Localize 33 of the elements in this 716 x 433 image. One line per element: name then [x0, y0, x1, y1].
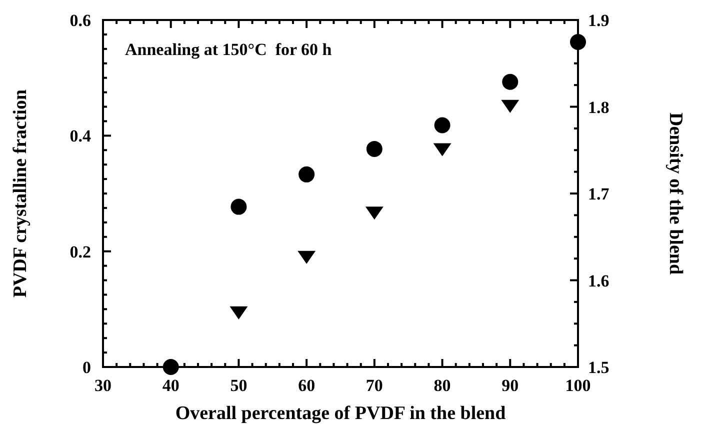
point [230, 306, 248, 320]
y2-tick-label: 1.8 [588, 98, 610, 117]
x-tick-label: 100 [565, 376, 591, 395]
point [570, 34, 586, 50]
y2-tick-label: 1.9 [588, 11, 610, 30]
y2-tick-label: 1.6 [588, 271, 610, 290]
x-tick-label: 50 [230, 376, 248, 395]
point [501, 100, 520, 113]
y2-tick-label: 1.5 [588, 358, 610, 377]
x-tick-label: 90 [502, 376, 519, 395]
y-axis-title: PVDF crystalline fraction [10, 88, 31, 298]
x-tick-label: 70 [366, 376, 383, 395]
point [366, 140, 382, 157]
y2-axis-title: Density of the blend [665, 112, 686, 275]
x-tick-label: 60 [298, 376, 316, 395]
point [434, 117, 450, 134]
x-tick-label: 30 [94, 376, 112, 395]
point [365, 206, 384, 220]
x-axis-title: Overall percentage of PVDF in the blend [175, 403, 506, 424]
point [298, 250, 316, 264]
y2-tick-label: 1.7 [588, 184, 610, 204]
point [162, 359, 179, 375]
y-tick-label: 0.2 [70, 242, 91, 262]
y-tick-label: 0.4 [70, 126, 92, 146]
y-tick-label: 0.6 [70, 11, 91, 30]
x-tick-label: 80 [434, 376, 451, 395]
point [433, 143, 452, 156]
point [230, 198, 247, 215]
point [298, 166, 315, 182]
y-tick-label: 0 [82, 358, 91, 377]
point [502, 74, 518, 90]
x-tick-label: 40 [162, 376, 180, 395]
annotation: Annealing at 150°C for 60 h [125, 40, 332, 59]
